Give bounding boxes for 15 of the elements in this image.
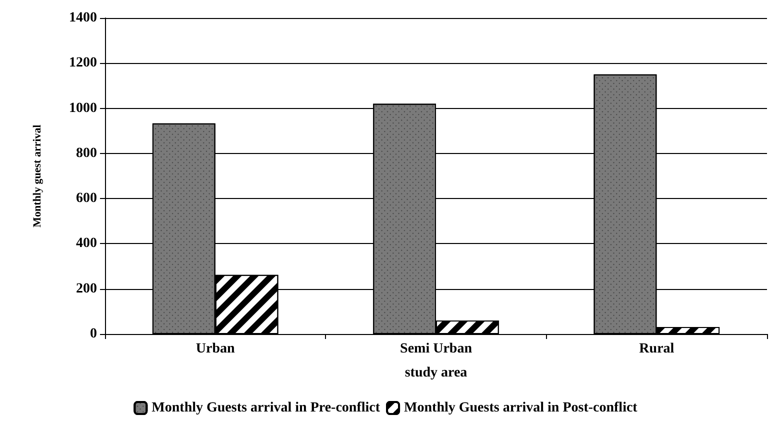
- y-tick-label: 800: [76, 146, 97, 161]
- x-tick-label: Rural: [639, 342, 674, 356]
- y-tick-label: 600: [76, 191, 97, 206]
- y-axis-title: Monthly guest arrival: [32, 124, 44, 228]
- y-tick-label: 200: [76, 281, 97, 296]
- x-tick-label: Semi Urban: [400, 342, 472, 356]
- y-tick-label: 400: [76, 236, 97, 252]
- y-tick-label: 1000: [69, 100, 97, 116]
- legend-label: Monthly Guests arrival in Post-conflict: [404, 400, 638, 416]
- x-axis-title: study area: [404, 366, 468, 380]
- legend-label: Monthly Guests arrival in Pre-conflict: [152, 400, 380, 416]
- y-tick-label: 0: [90, 326, 97, 342]
- y-tick-label: 1200: [69, 56, 97, 71]
- y-tick-label: 1400: [69, 10, 97, 26]
- x-tick-label: Urban: [196, 342, 235, 356]
